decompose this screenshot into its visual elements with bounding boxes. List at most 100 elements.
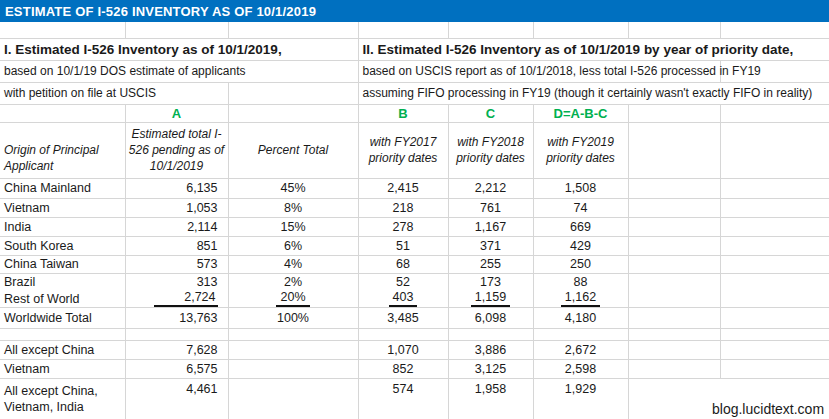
header-estimated-total[interactable]: Estimated total I-526 pending as of 10/1… [125, 122, 228, 178]
cell-percent-total[interactable]: 8% [228, 198, 358, 217]
cell-estimated-total[interactable]: 7,628 [125, 341, 228, 360]
cell-fy2017[interactable]: 1,070 [358, 341, 448, 360]
site-attribution[interactable]: blog.lucidtext.com [628, 379, 829, 419]
cell-percent-total[interactable]: 20% [228, 290, 358, 308]
cell-fy2019[interactable]: 429 [533, 236, 628, 255]
cell-empty [228, 379, 358, 419]
cell-empty [358, 329, 448, 341]
spreadsheet: ESTIMATE OF I-526 INVENTORY AS OF 10/1/2… [0, 0, 829, 419]
cell-empty [0, 329, 125, 341]
cell-fy2018[interactable]: 1,159 [448, 290, 533, 308]
cell-percent-total[interactable]: 100% [228, 308, 358, 329]
section1-line2[interactable]: based on 10/1/19 DOS estimate of applica… [0, 60, 358, 82]
cell-empty [125, 22, 228, 38]
section1-line3[interactable]: with petition on file at USCIS [0, 82, 228, 104]
cell-empty [228, 360, 358, 379]
cell-estimated-total[interactable]: 313 [125, 273, 228, 290]
section2-line3[interactable]: assuming FIFO processing in FY19 (though… [358, 82, 829, 104]
cell-empty [228, 22, 358, 38]
cell-fy2019[interactable]: 74 [533, 198, 628, 217]
cell-fy2019[interactable]: 669 [533, 217, 628, 236]
cell-empty [125, 329, 228, 341]
cell-fy2017[interactable]: 3,485 [358, 308, 448, 329]
cell-empty [628, 273, 720, 290]
cell-fy2018[interactable]: 761 [448, 198, 533, 217]
column-letter-c[interactable]: C [448, 104, 533, 122]
cell-origin[interactable]: China Taiwan [0, 255, 125, 273]
header-fy2019[interactable]: with FY2019 priority dates [533, 122, 628, 178]
cell-fy2019[interactable]: 2,672 [533, 341, 628, 360]
cell-origin[interactable]: Vietnam [0, 360, 125, 379]
cell-fy2017[interactable]: 574 [358, 379, 448, 419]
cell-estimated-total[interactable]: 4,461 [125, 379, 228, 419]
cell-origin[interactable]: Rest of World [0, 290, 125, 308]
cell-origin[interactable]: Vietnam [0, 198, 125, 217]
cell-empty [628, 290, 720, 308]
inventory-table: ESTIMATE OF I-526 INVENTORY AS OF 10/1/2… [0, 0, 829, 419]
cell-estimated-total[interactable]: 851 [125, 236, 228, 255]
cell-empty [720, 22, 829, 38]
cell-origin[interactable]: All except China [0, 341, 125, 360]
cell-fy2019[interactable]: 88 [533, 273, 628, 290]
cell-fy2017[interactable]: 278 [358, 217, 448, 236]
cell-percent-total[interactable]: 2% [228, 273, 358, 290]
header-fy2018[interactable]: with FY2018 priority dates [448, 122, 533, 178]
header-origin[interactable]: Origin of Principal Applicant [0, 122, 125, 178]
cell-empty [720, 273, 829, 290]
cell-fy2018[interactable]: 2,212 [448, 178, 533, 198]
header-percent-total[interactable]: Percent Total [228, 122, 358, 178]
cell-origin[interactable]: South Korea [0, 236, 125, 255]
cell-fy2019[interactable]: 2,598 [533, 360, 628, 379]
cell-fy2019[interactable]: 250 [533, 255, 628, 273]
cell-empty [720, 255, 829, 273]
column-letter-a[interactable]: A [125, 104, 228, 122]
cell-empty [628, 360, 720, 379]
section2-heading[interactable]: II. Estimated I-526 Inventory as of 10/1… [358, 38, 829, 60]
cell-fy2018[interactable]: 1,958 [448, 379, 533, 419]
cell-fy2018[interactable]: 173 [448, 273, 533, 290]
cell-fy2018[interactable]: 371 [448, 236, 533, 255]
cell-origin[interactable]: Brazil [0, 273, 125, 290]
cell-fy2018[interactable]: 3,125 [448, 360, 533, 379]
title-bar: ESTIMATE OF I-526 INVENTORY AS OF 10/1/2… [0, 0, 829, 22]
cell-fy2019[interactable]: 4,180 [533, 308, 628, 329]
cell-estimated-total[interactable]: 6,135 [125, 178, 228, 198]
cell-percent-total[interactable]: 4% [228, 255, 358, 273]
summary-row: All except China 7,628 1,070 3,886 2,672 [0, 341, 829, 360]
section1-heading[interactable]: I. Estimated I-526 Inventory as of 10/1/… [0, 38, 358, 60]
cell-empty [720, 360, 829, 379]
cell-estimated-total[interactable]: 1,053 [125, 198, 228, 217]
cell-fy2017[interactable]: 218 [358, 198, 448, 217]
cell-fy2017[interactable]: 51 [358, 236, 448, 255]
cell-fy2017[interactable]: 52 [358, 273, 448, 290]
cell-fy2019[interactable]: 1,162 [533, 290, 628, 308]
column-letter-d[interactable]: D=A-B-C [533, 104, 628, 122]
cell-estimated-total[interactable]: 2,724 [125, 290, 228, 308]
cell-percent-total[interactable]: 6% [228, 236, 358, 255]
cell-origin[interactable]: India [0, 217, 125, 236]
cell-fy2018[interactable]: 1,167 [448, 217, 533, 236]
cell-origin[interactable]: All except China, Vietnam, India [0, 379, 125, 419]
cell-estimated-total[interactable]: 2,114 [125, 217, 228, 236]
cell-origin[interactable]: Worldwide Total [0, 308, 125, 329]
cell-fy2018[interactable]: 3,886 [448, 341, 533, 360]
cell-fy2019[interactable]: 1,508 [533, 178, 628, 198]
cell-percent-total[interactable]: 15% [228, 217, 358, 236]
cell-origin[interactable]: China Mainland [0, 178, 125, 198]
cell-estimated-total[interactable]: 573 [125, 255, 228, 273]
section2-line2[interactable]: based on USCIS report as of 10/1/2018, l… [358, 60, 720, 82]
cell-fy2019[interactable]: 1,929 [533, 379, 628, 419]
header-fy2017[interactable]: with FY2017 priority dates [358, 122, 448, 178]
cell-empty [228, 82, 358, 104]
cell-empty [628, 178, 720, 198]
cell-fy2017[interactable]: 2,415 [358, 178, 448, 198]
cell-fy2017[interactable]: 68 [358, 255, 448, 273]
column-letter-b[interactable]: B [358, 104, 448, 122]
cell-fy2018[interactable]: 255 [448, 255, 533, 273]
cell-fy2018[interactable]: 6,098 [448, 308, 533, 329]
cell-estimated-total[interactable]: 13,763 [125, 308, 228, 329]
cell-fy2017[interactable]: 852 [358, 360, 448, 379]
cell-estimated-total[interactable]: 6,575 [125, 360, 228, 379]
cell-percent-total[interactable]: 45% [228, 178, 358, 198]
cell-fy2017[interactable]: 403 [358, 290, 448, 308]
